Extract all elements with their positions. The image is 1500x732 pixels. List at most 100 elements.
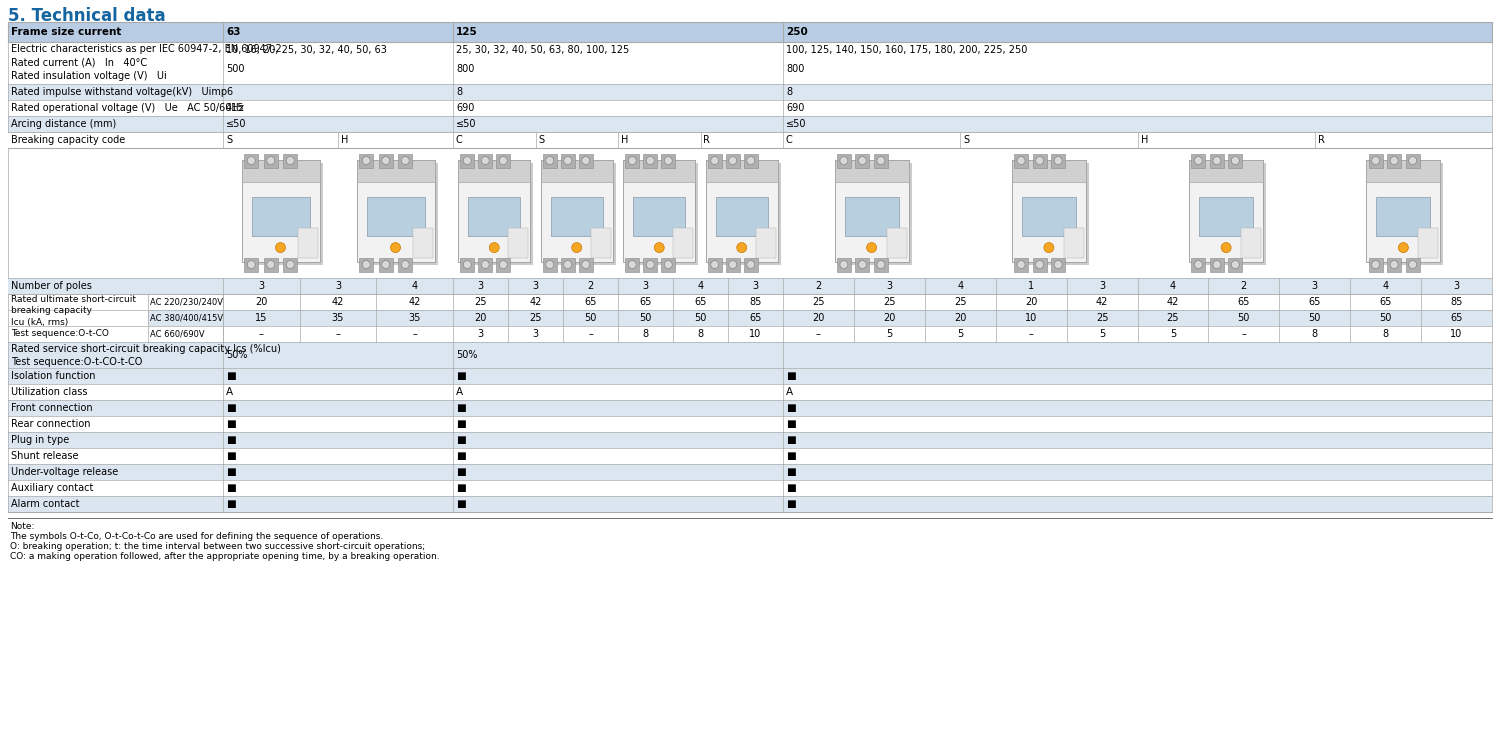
Bar [1052, 258, 1065, 272]
Circle shape [1017, 261, 1025, 269]
Circle shape [646, 157, 654, 165]
Text: 65: 65 [750, 313, 762, 323]
Bar [399, 154, 412, 168]
Bar [462, 163, 534, 264]
Bar [1191, 154, 1206, 168]
Text: 3: 3 [477, 281, 483, 291]
Circle shape [546, 261, 554, 269]
Bar [834, 160, 909, 261]
Bar [1032, 154, 1047, 168]
Text: S: S [538, 135, 544, 145]
Text: ■: ■ [456, 419, 465, 429]
Bar [1137, 326, 1209, 342]
Bar [1192, 163, 1266, 264]
Text: 3: 3 [886, 281, 892, 291]
Text: ■: ■ [786, 451, 795, 461]
Circle shape [500, 157, 507, 165]
Bar [1420, 294, 1492, 310]
Bar [1066, 294, 1137, 310]
Bar [834, 160, 909, 182]
Text: ■: ■ [786, 467, 795, 477]
Text: 3: 3 [642, 281, 648, 291]
Bar [8, 294, 148, 342]
Bar [366, 198, 424, 236]
Circle shape [1214, 157, 1221, 165]
Text: 415: 415 [226, 103, 244, 113]
Bar [1228, 258, 1242, 272]
Text: 42: 42 [408, 297, 422, 307]
Bar [674, 294, 728, 310]
Bar [8, 100, 1492, 116]
Text: 65: 65 [1308, 297, 1322, 307]
Bar [853, 310, 926, 326]
Circle shape [482, 157, 489, 165]
Bar [674, 326, 728, 342]
Bar [926, 310, 996, 326]
Text: O: breaking operation; t: the time interval between two successive short-circuit: O: breaking operation; t: the time inter… [10, 542, 424, 551]
Text: 500: 500 [226, 64, 244, 74]
Text: ≤50: ≤50 [226, 119, 246, 129]
Circle shape [402, 157, 410, 165]
Bar [1014, 258, 1028, 272]
Text: 25: 25 [1096, 313, 1108, 323]
Text: 65: 65 [1450, 313, 1462, 323]
Circle shape [628, 261, 636, 269]
Circle shape [867, 242, 876, 253]
Bar [756, 228, 776, 258]
Bar [284, 154, 297, 168]
Bar [1052, 154, 1065, 168]
Bar [1350, 310, 1420, 326]
Bar [1209, 294, 1280, 310]
Text: 6: 6 [226, 87, 232, 97]
Circle shape [1398, 242, 1408, 253]
Circle shape [381, 261, 390, 269]
Bar [1066, 326, 1137, 342]
Text: 1: 1 [1028, 281, 1033, 291]
Bar [562, 278, 618, 294]
Bar [453, 278, 509, 294]
Bar [399, 258, 412, 272]
Circle shape [840, 157, 848, 165]
Bar [1016, 163, 1089, 264]
Bar [626, 154, 639, 168]
Text: Front connection: Front connection [10, 403, 93, 413]
Bar [1350, 278, 1420, 294]
Text: 4: 4 [1383, 281, 1389, 291]
Text: 50: 50 [694, 313, 706, 323]
Text: 8: 8 [1383, 329, 1389, 339]
Text: Alarm contact: Alarm contact [10, 499, 80, 509]
Circle shape [858, 157, 867, 165]
Bar [837, 154, 850, 168]
Text: –: – [1242, 329, 1246, 339]
Bar [1280, 278, 1350, 294]
Text: 63: 63 [226, 27, 240, 37]
Text: 8: 8 [456, 87, 462, 97]
Bar [459, 160, 531, 182]
Text: 250: 250 [786, 27, 807, 37]
Bar [1209, 326, 1280, 342]
Bar [460, 154, 474, 168]
Bar [926, 294, 996, 310]
Text: 8: 8 [698, 329, 703, 339]
Text: 85: 85 [1450, 297, 1462, 307]
Text: S: S [963, 135, 969, 145]
Circle shape [747, 157, 754, 165]
Bar [244, 154, 258, 168]
Bar [674, 278, 728, 294]
Bar [1368, 258, 1383, 272]
Bar [242, 160, 320, 182]
Text: Frame size current: Frame size current [10, 27, 122, 37]
Bar [853, 278, 926, 294]
Text: ≤50: ≤50 [456, 119, 477, 129]
Text: –: – [1029, 329, 1033, 339]
Text: 100, 125, 140, 150, 160, 175, 180, 200, 225, 250: 100, 125, 140, 150, 160, 175, 180, 200, … [786, 45, 1028, 55]
Text: 5: 5 [1100, 329, 1106, 339]
Text: 35: 35 [332, 313, 344, 323]
Text: CO: a making operation followed, after the appropriate opening time, by a breaki: CO: a making operation followed, after t… [10, 552, 439, 561]
Bar [357, 160, 435, 261]
Bar [300, 326, 376, 342]
Circle shape [1194, 261, 1203, 269]
Text: 25: 25 [812, 297, 825, 307]
Bar [540, 160, 612, 182]
Bar [728, 294, 783, 310]
